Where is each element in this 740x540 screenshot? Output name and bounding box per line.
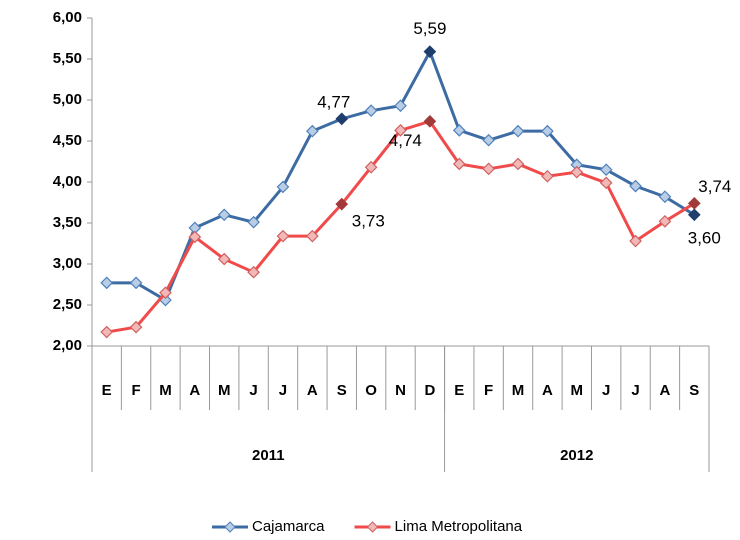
y-tick-label: 3,50 <box>53 214 82 231</box>
group-label: 2012 <box>560 447 593 464</box>
data-point <box>658 190 672 204</box>
data-label: 3,73 <box>352 212 385 231</box>
data-point <box>306 229 319 243</box>
data-point <box>217 252 231 266</box>
data-point <box>364 104 378 118</box>
data-label: 4,74 <box>389 131 422 150</box>
data-point <box>599 163 613 177</box>
x-tick-label: F <box>484 382 493 399</box>
data-point <box>687 196 701 210</box>
x-tick-label: A <box>307 382 318 399</box>
y-tick-label: 4,00 <box>53 173 82 190</box>
data-point <box>129 320 143 334</box>
data-point <box>423 114 437 128</box>
data-point <box>452 157 466 171</box>
data-point <box>247 265 260 279</box>
data-point <box>541 124 554 138</box>
y-tick-label: 3,00 <box>53 255 82 272</box>
x-tick-label: A <box>660 382 671 399</box>
y-tick-label: 5,50 <box>53 50 82 67</box>
data-point <box>217 208 231 222</box>
data-label: 3,74 <box>698 177 731 196</box>
y-tick-label: 4,50 <box>53 132 82 149</box>
data-point <box>335 112 349 126</box>
legend-marker <box>224 521 236 533</box>
data-label: 5,59 <box>413 19 446 38</box>
group-label: 2011 <box>252 447 285 464</box>
data-point <box>511 157 525 171</box>
x-tick-label: E <box>102 382 112 399</box>
data-point <box>188 230 202 244</box>
data-point <box>452 123 466 137</box>
data-point <box>276 229 290 243</box>
legend-marker <box>366 521 379 533</box>
data-label: 3,60 <box>688 228 721 247</box>
data-point <box>658 215 672 228</box>
data-point <box>541 169 554 183</box>
x-tick-label: S <box>337 382 347 399</box>
x-tick-label: M <box>218 382 231 399</box>
data-point <box>599 176 613 190</box>
data-point <box>687 208 701 222</box>
data-point <box>629 234 642 248</box>
legend-label: Lima Metropolitana <box>395 518 523 535</box>
data-point <box>159 286 172 300</box>
x-tick-label: M <box>159 382 172 399</box>
data-point <box>306 124 319 138</box>
x-tick-label: J <box>631 382 639 399</box>
data-point <box>629 179 642 193</box>
data-point <box>570 165 584 179</box>
x-tick-label: F <box>131 382 140 399</box>
data-point <box>511 124 525 138</box>
data-point <box>423 45 437 58</box>
data-point <box>394 99 407 113</box>
data-point <box>394 123 407 137</box>
x-tick-label: O <box>365 382 377 399</box>
y-tick-label: 2,50 <box>53 296 82 313</box>
x-tick-label: M <box>512 382 525 399</box>
x-tick-label: A <box>542 382 553 399</box>
data-point <box>129 276 143 290</box>
x-tick-label: M <box>571 382 584 399</box>
x-tick-label: A <box>189 382 200 399</box>
x-tick-label: J <box>279 382 287 399</box>
x-tick-label: N <box>395 382 406 399</box>
x-tick-label: D <box>424 382 435 399</box>
data-point <box>247 215 260 229</box>
data-point <box>482 162 495 176</box>
data-point <box>100 325 114 339</box>
x-tick-label: J <box>602 382 610 399</box>
data-point <box>364 160 378 174</box>
y-tick-label: 6,00 <box>53 9 82 26</box>
data-point <box>100 276 114 290</box>
data-label: 4,77 <box>317 92 350 111</box>
x-tick-label: S <box>689 382 699 399</box>
x-tick-label: E <box>454 382 464 399</box>
legend-label: Cajamarca <box>252 518 325 535</box>
data-point <box>482 133 495 147</box>
data-point <box>335 197 349 211</box>
y-tick-label: 2,00 <box>53 337 82 354</box>
data-point <box>276 180 290 194</box>
x-tick-label: J <box>249 382 257 399</box>
y-tick-label: 5,00 <box>53 91 82 108</box>
